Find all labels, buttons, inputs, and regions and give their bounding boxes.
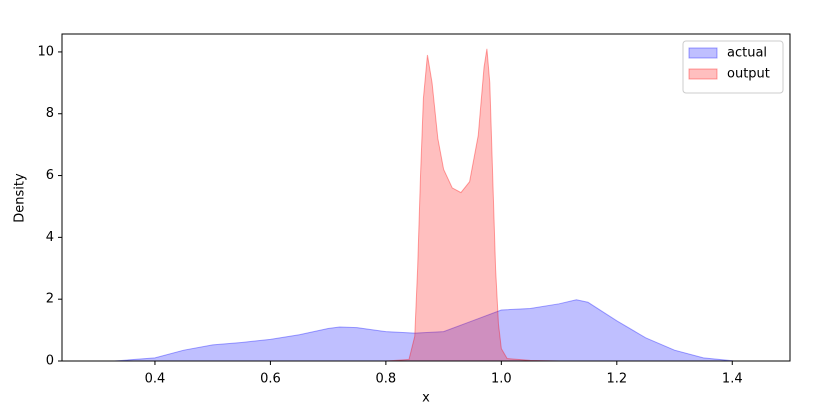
y-tick-label: 8 [46,106,54,121]
y-tick-label: 10 [37,44,54,59]
y-tick-label: 0 [46,354,54,369]
x-tick-label: 0.8 [376,372,397,387]
legend-box [682,40,784,94]
legend-swatch [688,68,718,80]
plot-frame [61,33,791,362]
x-tick-label: 0.4 [145,372,166,387]
y-tick-label: 2 [46,292,54,307]
x-tick-label: 1.4 [722,372,743,387]
legend-label: output [727,67,770,82]
legend-swatch [688,47,718,59]
y-tick-label: 6 [46,168,54,183]
x-tick-label: 1.2 [606,372,627,387]
x-axis-label: x [422,391,430,406]
x-tick-label: 0.6 [260,372,281,387]
density-area [114,299,733,362]
density-area [385,48,560,362]
y-axis-label: Density [13,173,28,223]
legend-label: actual [727,46,767,61]
y-tick-label: 4 [46,230,54,245]
x-tick-label: 1.0 [491,372,512,387]
